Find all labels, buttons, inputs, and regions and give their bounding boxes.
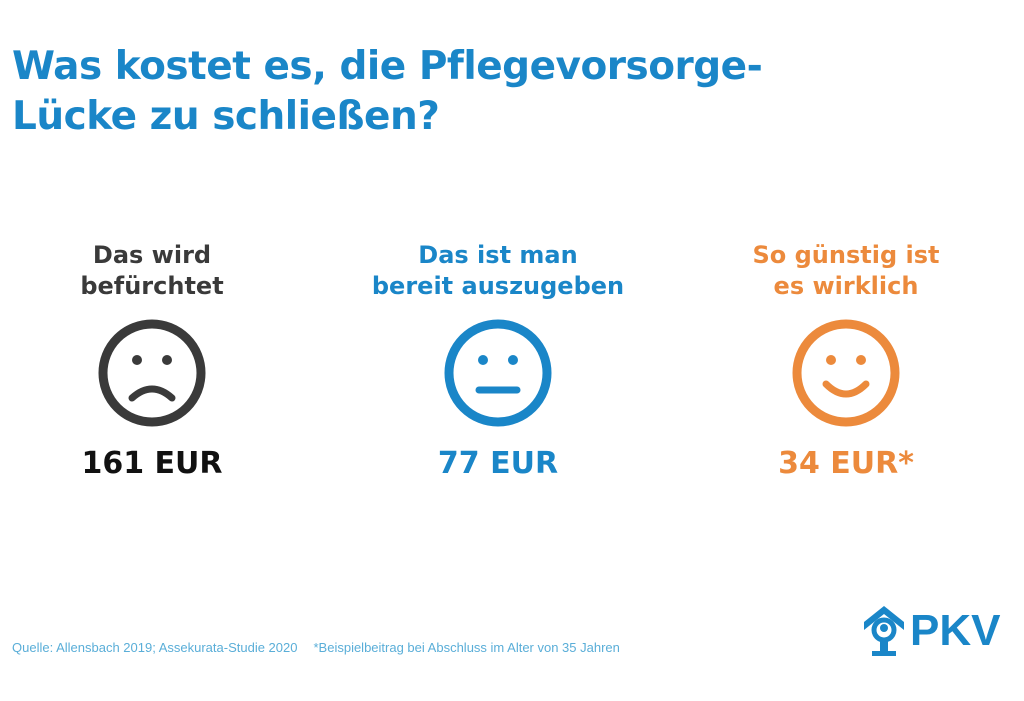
pkv-logo: PKV [862,604,1000,658]
column-actual: So günstig ist es wirklich 34 EUR* [686,240,1006,481]
amount: 161 EUR [81,446,223,481]
column-heading: Das wird befürchtet [80,241,224,300]
column-heading: So günstig ist es wirklich [752,241,940,300]
page-title: Was kostet es, die Pflegevorsorge- Lücke … [12,42,763,142]
neutral-face-icon [444,319,552,427]
source-note: Quelle: Allensbach 2019; Assekurata-Stud… [12,640,298,655]
column-willing: Das ist man bereit auszugeben 77 EUR [338,240,658,481]
example-note: *Beispielbeitrag bei Abschluss im Alter … [313,640,620,655]
sad-face-icon [98,319,206,427]
column-heading: Das ist man bereit auszugeben [371,241,625,300]
title-line-1: Was kostet es, die Pflegevorsorge- [12,44,763,89]
amount: 34 EUR* [778,446,914,481]
happy-face-icon [792,319,900,427]
pkv-logo-icon [864,606,904,656]
footer: Quelle: Allensbach 2019; Assekurata-Stud… [12,640,620,655]
amount: 77 EUR [437,446,559,481]
title-line-2: Lücke zu schließen? [12,94,440,139]
column-feared: Das wird befürchtet 161 EUR [0,240,312,481]
pkv-logo-text: PKV [910,606,1001,655]
